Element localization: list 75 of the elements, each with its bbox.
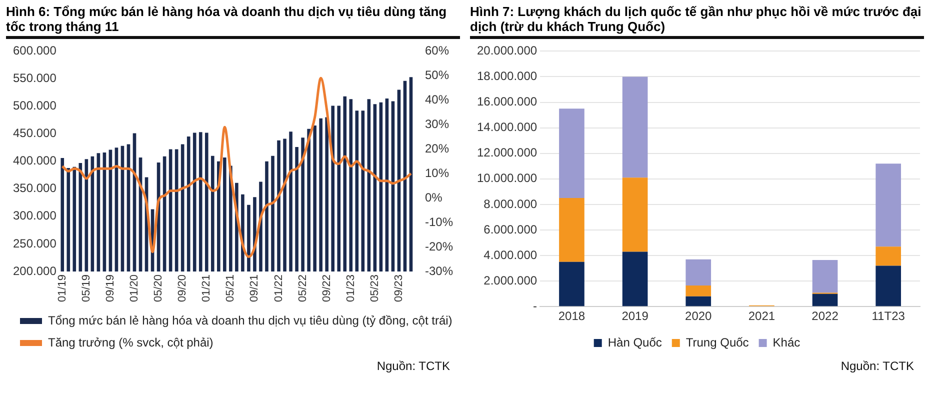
y-tick-label: 400.000 xyxy=(12,154,57,168)
y2-tick-label: 20% xyxy=(424,141,450,156)
bar xyxy=(812,294,838,306)
text: Nguồn: TCTK xyxy=(840,359,915,373)
legend-label: Tăng trưởng (% svck, cột phải) xyxy=(48,335,214,350)
x-tick-label: 05/23 xyxy=(368,274,381,302)
bar xyxy=(876,266,902,306)
x-tick-label: 01/21 xyxy=(200,274,213,302)
y2-tick-label: 40% xyxy=(424,92,450,106)
y-tick-label: 300.000 xyxy=(12,208,57,223)
x-tick-label: 09/22 xyxy=(320,274,333,302)
x-tick-label: 2021 xyxy=(748,309,776,324)
y2-tick-label: -30% xyxy=(424,264,454,278)
bar xyxy=(876,246,902,266)
x-tick-label: 01/19 xyxy=(56,274,68,302)
y2-tick-label: 30% xyxy=(424,116,450,131)
bar xyxy=(559,198,584,262)
legend-label: Tổng mức bán lẻ hàng hóa và doanh thu dịch vụ tiêu dùng (tỷ đồng, cột trái) xyxy=(48,313,452,328)
bar xyxy=(686,259,712,286)
x-tick-label: 05/20 xyxy=(152,274,165,302)
legend-label: Khác xyxy=(772,335,800,350)
x-tick-label: 09/23 xyxy=(392,274,405,302)
bar xyxy=(876,164,902,247)
y-tick-label: 600.000 xyxy=(12,44,57,58)
x-tick-label: 01/23 xyxy=(344,274,357,302)
y2-tick-label: -20% xyxy=(424,239,454,254)
bar xyxy=(622,252,648,306)
bar xyxy=(559,108,584,198)
y-tick-label: - xyxy=(533,298,538,313)
x-tick-label: 09/20 xyxy=(176,274,189,302)
y2-tick-label: 50% xyxy=(424,68,450,82)
y-tick-label: 2.000.000 xyxy=(484,273,538,288)
y2-tick-label: 0% xyxy=(424,190,443,204)
x-tick-label: 09/21 xyxy=(248,274,261,302)
y-tick-label: 6.000.000 xyxy=(484,222,538,236)
y-tick-label: 200.000 xyxy=(12,264,57,278)
bar xyxy=(622,76,648,178)
x-tick-label: 2019 xyxy=(622,309,649,324)
y2-tick-label: -10% xyxy=(424,214,454,229)
x-tick-label: 05/21 xyxy=(224,274,237,302)
line-series xyxy=(61,76,412,258)
y-tick-label: 16.000.000 xyxy=(476,94,538,109)
chart-title: Hình 6: Tổng mức bán lẻ hàng hóa và doanh thu dịch vụ tiêu dùng tăng tốc trong tháng 11 xyxy=(6,4,448,36)
x-tick-label: 2022 xyxy=(812,309,839,324)
bar xyxy=(812,260,838,293)
chart-title: Hình 7: Lượng khách du lịch quốc tế gần như phục hồi về mức trước đại dịch (trừ du khách Trung Quốc) xyxy=(470,4,922,36)
y-tick-label: 18.000.000 xyxy=(476,69,538,84)
y-tick-label: 10.000.000 xyxy=(476,171,538,186)
y-tick-label: 14.000.000 xyxy=(476,120,538,134)
text: Nguồn: TCTK xyxy=(376,359,451,373)
y-tick-label: 250.000 xyxy=(12,236,57,250)
y-tick-label: 450.000 xyxy=(12,126,57,140)
x-tick-label: 2020 xyxy=(685,309,712,324)
bar xyxy=(622,178,648,252)
y-tick-label: 8.000.000 xyxy=(484,196,538,211)
x-tick-label: 11T23 xyxy=(872,309,906,324)
y-tick-label: 550.000 xyxy=(12,71,57,86)
x-tick-label: 05/19 xyxy=(80,274,92,302)
legend-label: Hàn Quốc xyxy=(608,335,662,350)
x-tick-label: 01/22 xyxy=(272,274,285,302)
y-tick-label: 20.000.000 xyxy=(476,44,538,58)
bar xyxy=(686,286,712,296)
x-tick-label: 01/20 xyxy=(128,274,141,302)
y2-tick-label: 60% xyxy=(424,44,450,58)
y-tick-label: 350.000 xyxy=(12,181,57,196)
x-tick-label: 05/22 xyxy=(296,274,309,302)
bar xyxy=(559,262,584,306)
legend-label: Trung Quốc xyxy=(686,335,749,350)
y-tick-label: 12.000.000 xyxy=(476,146,538,160)
y2-tick-label: 10% xyxy=(424,166,450,180)
x-tick-label: 2018 xyxy=(558,309,586,324)
y-tick-label: 500.000 xyxy=(12,98,57,113)
bar xyxy=(686,296,712,306)
y-tick-label: 4.000.000 xyxy=(484,248,538,262)
x-tick-label: 09/19 xyxy=(104,274,116,302)
